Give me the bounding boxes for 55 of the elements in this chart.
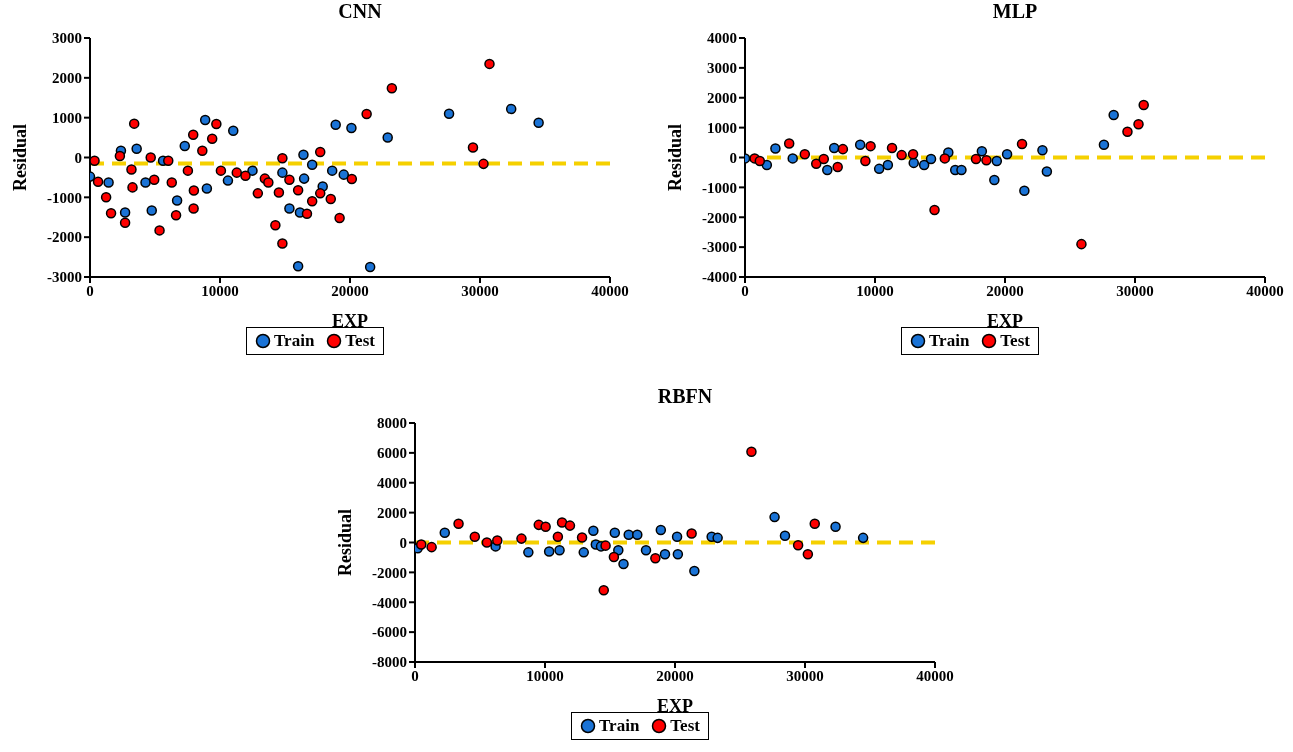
legend-label: Test	[670, 716, 700, 736]
x-tick-label: 40000	[591, 282, 629, 299]
x-axis-title: EXP	[332, 311, 368, 331]
x-tick-label: 0	[741, 282, 749, 299]
y-tick-label: 2000	[52, 70, 82, 87]
x-axis-title: EXP	[657, 696, 693, 716]
y-tick-label: -2000	[47, 229, 82, 246]
legend-label: Test	[345, 331, 375, 351]
y-tick-label: 0	[729, 149, 737, 166]
y-tick-label: -2000	[702, 209, 737, 226]
x-tick-label: 40000	[916, 667, 954, 684]
x-tick-label: 0	[411, 667, 419, 684]
y-tick-label: -3000	[47, 269, 82, 286]
x-tick-label: 30000	[461, 282, 499, 299]
x-tick-label: 20000	[986, 282, 1024, 299]
legend-label: Train	[274, 331, 315, 351]
x-tick-label: 10000	[201, 282, 239, 299]
y-tick-label: 3000	[707, 60, 737, 77]
y-tick-label: 2000	[707, 90, 737, 107]
x-tick-label: 40000	[1246, 282, 1284, 299]
y-tick-label: -6000	[372, 624, 407, 641]
y-tick-label: 1000	[707, 119, 737, 136]
legend-label: Train	[599, 716, 640, 736]
legend-label: Test	[1000, 331, 1030, 351]
y-tick-label: 4000	[707, 30, 737, 47]
x-axis-title: EXP	[987, 311, 1023, 331]
y-tick-label: 4000	[377, 475, 407, 492]
y-tick-label: 6000	[377, 445, 407, 462]
y-tick-label: 0	[399, 534, 407, 551]
y-tick-label: 0	[74, 149, 82, 166]
y-tick-label: 8000	[377, 415, 407, 432]
x-tick-label: 20000	[331, 282, 369, 299]
legend-label: Train	[929, 331, 970, 351]
x-tick-label: 0	[86, 282, 94, 299]
y-axis-title: Residual	[335, 508, 356, 577]
y-tick-label: -1000	[702, 179, 737, 196]
y-tick-label: -3000	[702, 239, 737, 256]
x-tick-label: 10000	[526, 667, 564, 684]
x-tick-label: 30000	[786, 667, 824, 684]
y-tick-label: -4000	[372, 594, 407, 611]
x-tick-label: 30000	[1116, 282, 1154, 299]
y-tick-label: -8000	[372, 654, 407, 671]
y-tick-label: -1000	[47, 189, 82, 206]
y-tick-label: -2000	[372, 564, 407, 581]
y-tick-label: 2000	[377, 504, 407, 521]
chart-title: RBFN	[656, 385, 714, 409]
y-tick-label: 3000	[52, 30, 82, 47]
y-tick-label: 1000	[52, 109, 82, 126]
chart-title: MLP	[991, 0, 1039, 24]
y-axis-title: Residual	[10, 123, 31, 192]
chart-title: CNN	[337, 0, 383, 24]
x-tick-label: 10000	[856, 282, 894, 299]
y-tick-label: -4000	[702, 269, 737, 286]
y-axis-title: Residual	[665, 123, 686, 192]
x-tick-label: 20000	[656, 667, 694, 684]
